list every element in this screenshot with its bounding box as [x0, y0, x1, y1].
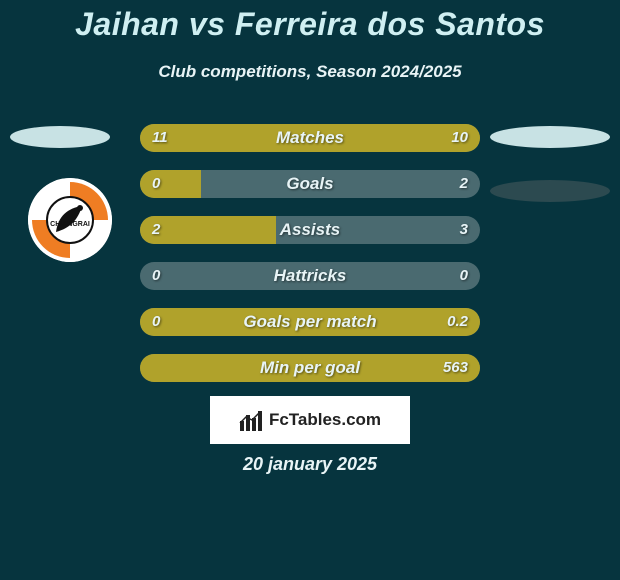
stat-label: Assists [140, 216, 480, 244]
stat-row: 02Goals [140, 170, 480, 198]
stat-label: Min per goal [140, 354, 480, 382]
stat-row: 1110Matches [140, 124, 480, 152]
page-title: Jaihan vs Ferreira dos Santos [0, 6, 620, 43]
stat-label: Hattricks [140, 262, 480, 290]
bar-chart-icon [239, 409, 265, 431]
stat-row: 23Assists [140, 216, 480, 244]
page-subtitle: Club competitions, Season 2024/2025 [0, 62, 620, 82]
stat-label: Matches [140, 124, 480, 152]
club-logo: CHIANGRAI [28, 178, 112, 262]
svg-text:CHIANGRAI: CHIANGRAI [50, 221, 90, 228]
decorative-ellipse [10, 126, 110, 148]
stat-row: 563Min per goal [140, 354, 480, 382]
date-text: 20 january 2025 [0, 454, 620, 475]
decorative-ellipse [490, 126, 610, 148]
stats-bars: 1110Matches 02Goals 23Assists 00Hattricks 00… [140, 124, 480, 400]
decorative-ellipse [490, 180, 610, 202]
attribution-text: FcTables.com [269, 410, 381, 430]
stat-label: Goals [140, 170, 480, 198]
stat-label: Goals per match [140, 308, 480, 336]
attribution-badge: FcTables.com [210, 396, 410, 444]
stat-row: 00Hattricks [140, 262, 480, 290]
stat-row: 00.2Goals per match [140, 308, 480, 336]
